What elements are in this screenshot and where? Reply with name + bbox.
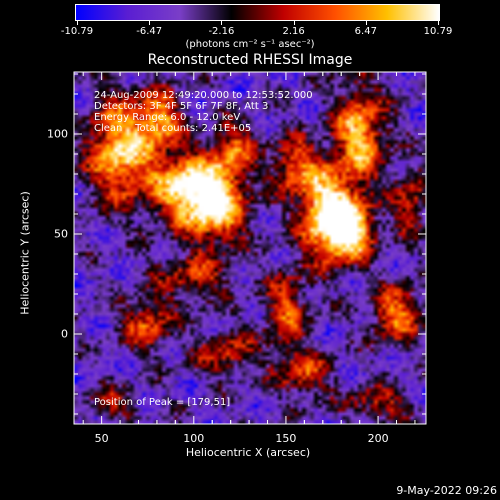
y-tick-label: 0 — [61, 327, 68, 341]
annotation-peak-position: Position of Peak = [179,51] — [94, 397, 231, 408]
annotation-detectors: Detectors: 3F 4F 5F 6F 7F 8F, Att 3 — [94, 101, 269, 112]
x-tick-label: 150 — [275, 432, 297, 445]
y-axis-label: Heliocentric Y (arcsec) — [18, 191, 32, 315]
annotation-time-range: 24-Aug-2009 12:49:20.000 to 12:53:52.000 — [94, 90, 313, 101]
colorbar-tick — [365, 20, 367, 25]
heatmap-image — [74, 72, 426, 424]
colorbar-tick — [77, 20, 78, 25]
colorbar-tick — [221, 20, 223, 25]
colorbar-tick-label: 2.16 — [282, 26, 305, 37]
footer-timestamp: 9-May-2022 09:26 — [396, 484, 497, 497]
y-tick-label: 50 — [54, 227, 68, 241]
colorbar-tick-label: 10.79 — [423, 26, 453, 37]
colorbar-tick — [149, 20, 151, 25]
colorbar-tick-label: -2.16 — [208, 26, 235, 37]
x-tick-label: 200 — [367, 432, 389, 445]
plot-frame — [73, 71, 427, 425]
colorbar-tick — [438, 20, 439, 25]
x-tick-label: 50 — [94, 432, 109, 445]
chart-title: Reconstructed RHESSI Image — [147, 52, 353, 68]
x-axis-label: Heliocentric X (arcsec) — [185, 446, 311, 459]
annotation-method: Clean Total counts: 2.41E+05 — [94, 123, 252, 134]
colorbar-tick — [293, 20, 295, 25]
annotation-energy-range: Energy Range: 6.0 - 12.0 keV — [94, 112, 241, 123]
colorbar-tick-label: -6.47 — [136, 26, 163, 37]
colorbar-units-label: (photons cm⁻² s⁻¹ asec⁻²) — [185, 39, 315, 50]
colorbar-tick-label: 6.47 — [354, 26, 377, 37]
colorbar — [75, 4, 440, 21]
y-tick-label: 100 — [47, 127, 68, 141]
x-tick-label: 100 — [183, 432, 205, 445]
colorbar-tick-label: -10.79 — [60, 26, 94, 37]
